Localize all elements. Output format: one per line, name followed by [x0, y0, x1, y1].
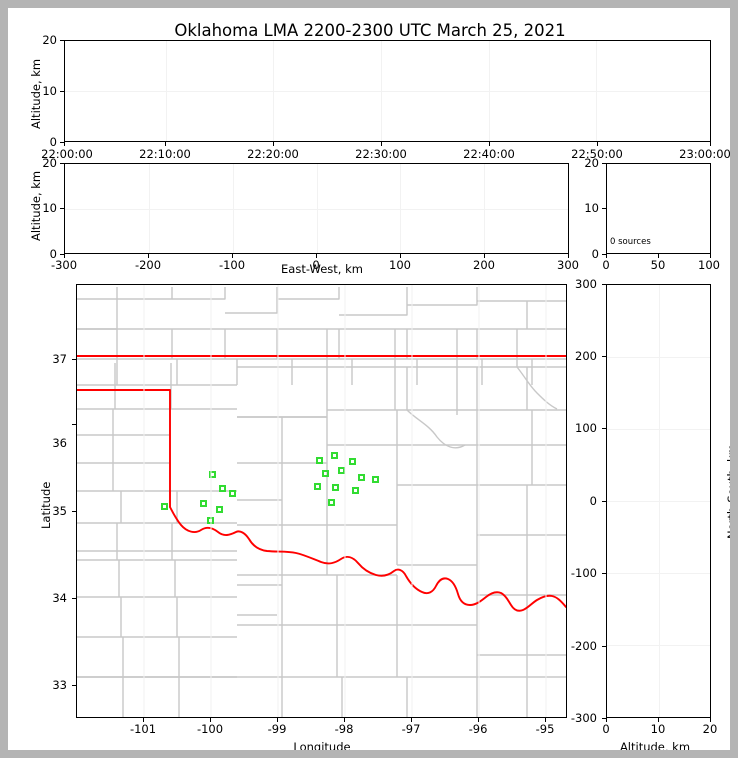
- panel-altitude-northsouth[interactable]: [606, 284, 711, 718]
- tick-lat-34: 34: [52, 591, 67, 605]
- panel-map[interactable]: [76, 284, 567, 718]
- tick-lat-37: 37: [52, 352, 67, 366]
- tick-hist-y-0: 0: [591, 247, 599, 261]
- ylabel-latitude: Latitude: [39, 481, 53, 529]
- xlabel-altitude-ns-panel: Altitude, km: [619, 740, 691, 754]
- tick-ew-2: -100: [218, 258, 246, 272]
- tick-ns-100: 100: [575, 421, 597, 435]
- tick-ns-0: 0: [589, 494, 597, 508]
- tick-lon-0: -101: [129, 722, 157, 736]
- tick-lon-3: -98: [334, 722, 354, 736]
- tick-time-1: 22:10:00: [139, 147, 191, 161]
- tick-time-0: 22:00:00: [41, 147, 93, 161]
- ylabel-altitude-time-panel: Altitude, km: [29, 58, 43, 129]
- tick-alt1-10: 10: [42, 84, 57, 98]
- tick-ew-0: -300: [50, 258, 78, 272]
- tick-time-2: 22:20:00: [247, 147, 299, 161]
- tick-hist-x-100: 100: [698, 258, 720, 272]
- tick-ns--200: -200: [570, 639, 597, 653]
- panel-time-altitude[interactable]: [64, 40, 711, 142]
- tick-lat-36: 36: [52, 436, 67, 450]
- tick-ew-5: 200: [473, 258, 495, 272]
- tick-alt2-20: 20: [42, 156, 57, 170]
- tick-ew-4: 100: [389, 258, 411, 272]
- tick-alt2-10: 10: [42, 201, 57, 215]
- tick-ns-alt-20: 20: [702, 722, 718, 736]
- tick-alt1-0: 0: [49, 135, 57, 149]
- tick-time-5: 22:50:00: [571, 147, 623, 161]
- tick-hist-x-50: 50: [650, 258, 666, 272]
- tick-lon-5: -96: [468, 722, 488, 736]
- tick-ns-alt-10: 10: [650, 722, 666, 736]
- ylabel-north-south: North-South, km: [725, 444, 738, 539]
- figure-title: Oklahoma LMA 2200-2300 UTC March 25, 202…: [174, 21, 566, 40]
- tick-lon-1: -100: [196, 722, 224, 736]
- tick-ns--100: -100: [570, 566, 597, 580]
- tick-lon-2: -99: [267, 722, 287, 736]
- tick-ns--300: -300: [570, 711, 597, 725]
- tick-ew-6: 300: [557, 258, 579, 272]
- tick-lat-35: 35: [52, 504, 67, 518]
- tick-ns-200: 200: [575, 349, 597, 363]
- tick-time-4: 22:40:00: [463, 147, 515, 161]
- xlabel-east-west: East-West, km: [281, 262, 363, 276]
- source-count-annotation: 0 sources: [610, 237, 651, 247]
- tick-ns-alt-0: 0: [602, 722, 610, 736]
- tick-ew-3: 0: [312, 258, 320, 272]
- tick-lat-33: 33: [52, 678, 67, 692]
- tick-alt1-20: 20: [42, 33, 57, 47]
- tick-time-6: 23:00:00: [679, 147, 731, 161]
- tick-hist-y-20: 20: [584, 156, 599, 170]
- tick-hist-x-0: 0: [602, 258, 610, 272]
- tick-hist-y-10: 10: [584, 201, 599, 215]
- panel-eastwest-altitude[interactable]: [64, 163, 569, 254]
- panel-source-histogram[interactable]: [606, 163, 711, 254]
- tick-ns-300: 300: [575, 277, 597, 291]
- ylabel-altitude-ew-panel: Altitude, km: [29, 170, 43, 241]
- tick-time-3: 22:30:00: [355, 147, 407, 161]
- tick-ew-1: -200: [134, 258, 162, 272]
- tick-lon-4: -97: [401, 722, 421, 736]
- tick-alt2-0: 0: [49, 247, 57, 261]
- map-geometry: [77, 285, 566, 717]
- tick-lon-6: -95: [535, 722, 555, 736]
- figure-canvas: Oklahoma LMA 2200-2300 UTC March 25, 202…: [8, 8, 738, 754]
- xlabel-longitude: Longitude: [293, 740, 351, 754]
